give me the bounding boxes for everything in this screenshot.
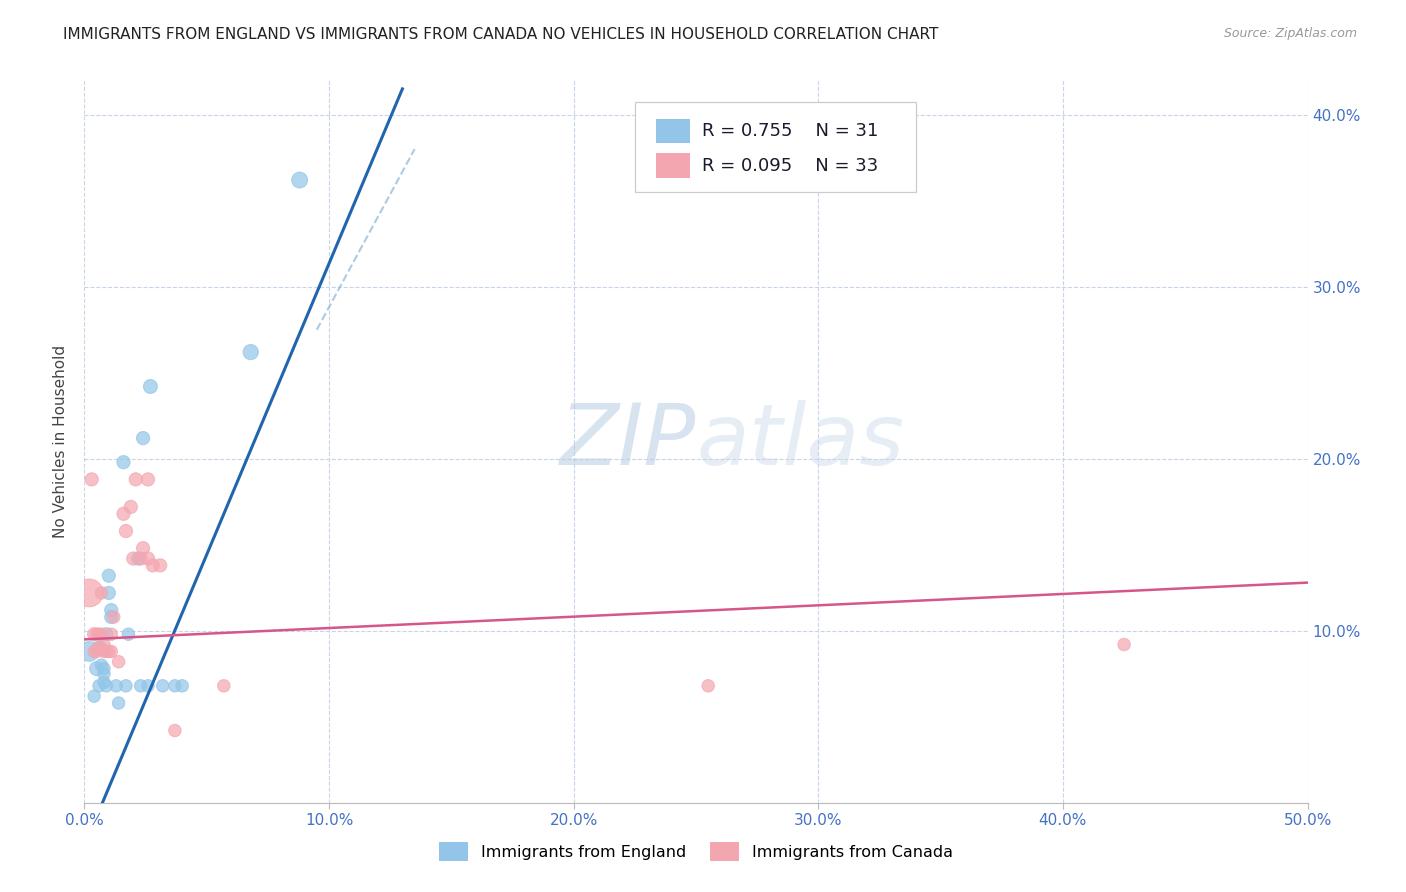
Point xyxy=(93,662,115,676)
Point xyxy=(87,640,110,655)
Point xyxy=(120,500,142,514)
Text: atlas: atlas xyxy=(696,400,904,483)
Point xyxy=(105,679,128,693)
Y-axis label: No Vehicles in Household: No Vehicles in Household xyxy=(53,345,69,538)
Point xyxy=(96,679,118,693)
Point xyxy=(83,689,105,703)
Point xyxy=(96,644,118,658)
Point xyxy=(1114,638,1136,652)
Point xyxy=(107,655,129,669)
Point xyxy=(87,679,110,693)
Point xyxy=(87,640,110,655)
Point xyxy=(100,644,122,658)
Point xyxy=(93,675,115,690)
Point xyxy=(136,679,159,693)
Point xyxy=(152,679,174,693)
Point xyxy=(117,627,139,641)
Text: R = 0.755    N = 31: R = 0.755 N = 31 xyxy=(702,122,879,140)
Point xyxy=(112,507,135,521)
Point xyxy=(93,666,115,681)
Point xyxy=(288,173,311,187)
Legend: Immigrants from England, Immigrants from Canada: Immigrants from England, Immigrants from… xyxy=(433,836,959,867)
FancyBboxPatch shape xyxy=(636,102,917,193)
Point xyxy=(112,455,135,469)
Point xyxy=(100,627,122,641)
Point xyxy=(139,379,162,393)
Point xyxy=(86,644,108,658)
Point xyxy=(83,627,105,641)
FancyBboxPatch shape xyxy=(655,119,690,143)
Point xyxy=(90,640,112,655)
FancyBboxPatch shape xyxy=(655,153,690,178)
Point xyxy=(77,586,100,600)
Point xyxy=(239,345,262,359)
Point xyxy=(83,644,105,658)
Text: ZIP: ZIP xyxy=(560,400,696,483)
Point xyxy=(97,644,120,658)
Point xyxy=(127,551,149,566)
Point xyxy=(107,696,129,710)
Point xyxy=(142,558,165,573)
Point xyxy=(86,627,108,641)
Point xyxy=(136,472,159,486)
Point xyxy=(212,679,235,693)
Text: Source: ZipAtlas.com: Source: ZipAtlas.com xyxy=(1223,27,1357,40)
Point xyxy=(149,558,172,573)
Point xyxy=(100,603,122,617)
Point xyxy=(163,723,186,738)
Point xyxy=(103,610,125,624)
Point xyxy=(132,431,155,445)
Point xyxy=(115,679,138,693)
Text: R = 0.095    N = 33: R = 0.095 N = 33 xyxy=(702,156,879,175)
Point xyxy=(97,568,120,582)
Point xyxy=(129,679,152,693)
Point xyxy=(125,472,148,486)
Point xyxy=(90,586,112,600)
Point xyxy=(136,551,159,566)
Point xyxy=(132,541,155,556)
Point xyxy=(172,679,194,693)
Point xyxy=(93,638,115,652)
Point xyxy=(87,627,110,641)
Point xyxy=(97,586,120,600)
Point xyxy=(129,551,152,566)
Point xyxy=(86,662,108,676)
Point xyxy=(80,472,103,486)
Point xyxy=(115,524,138,538)
Point xyxy=(96,627,118,641)
Point xyxy=(90,658,112,673)
Point xyxy=(100,610,122,624)
Text: IMMIGRANTS FROM ENGLAND VS IMMIGRANTS FROM CANADA NO VEHICLES IN HOUSEHOLD CORRE: IMMIGRANTS FROM ENGLAND VS IMMIGRANTS FR… xyxy=(63,27,939,42)
Point xyxy=(90,627,112,641)
Point xyxy=(163,679,186,693)
Point xyxy=(93,644,115,658)
Point xyxy=(77,644,100,658)
Point xyxy=(697,679,720,693)
Point xyxy=(122,551,145,566)
